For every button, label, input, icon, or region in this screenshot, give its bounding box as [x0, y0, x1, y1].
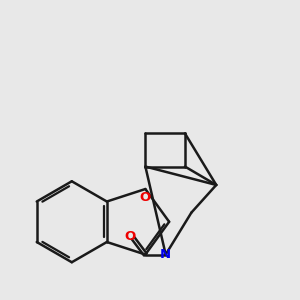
Text: N: N [160, 248, 171, 261]
Text: O: O [140, 190, 151, 204]
Text: O: O [124, 230, 136, 243]
